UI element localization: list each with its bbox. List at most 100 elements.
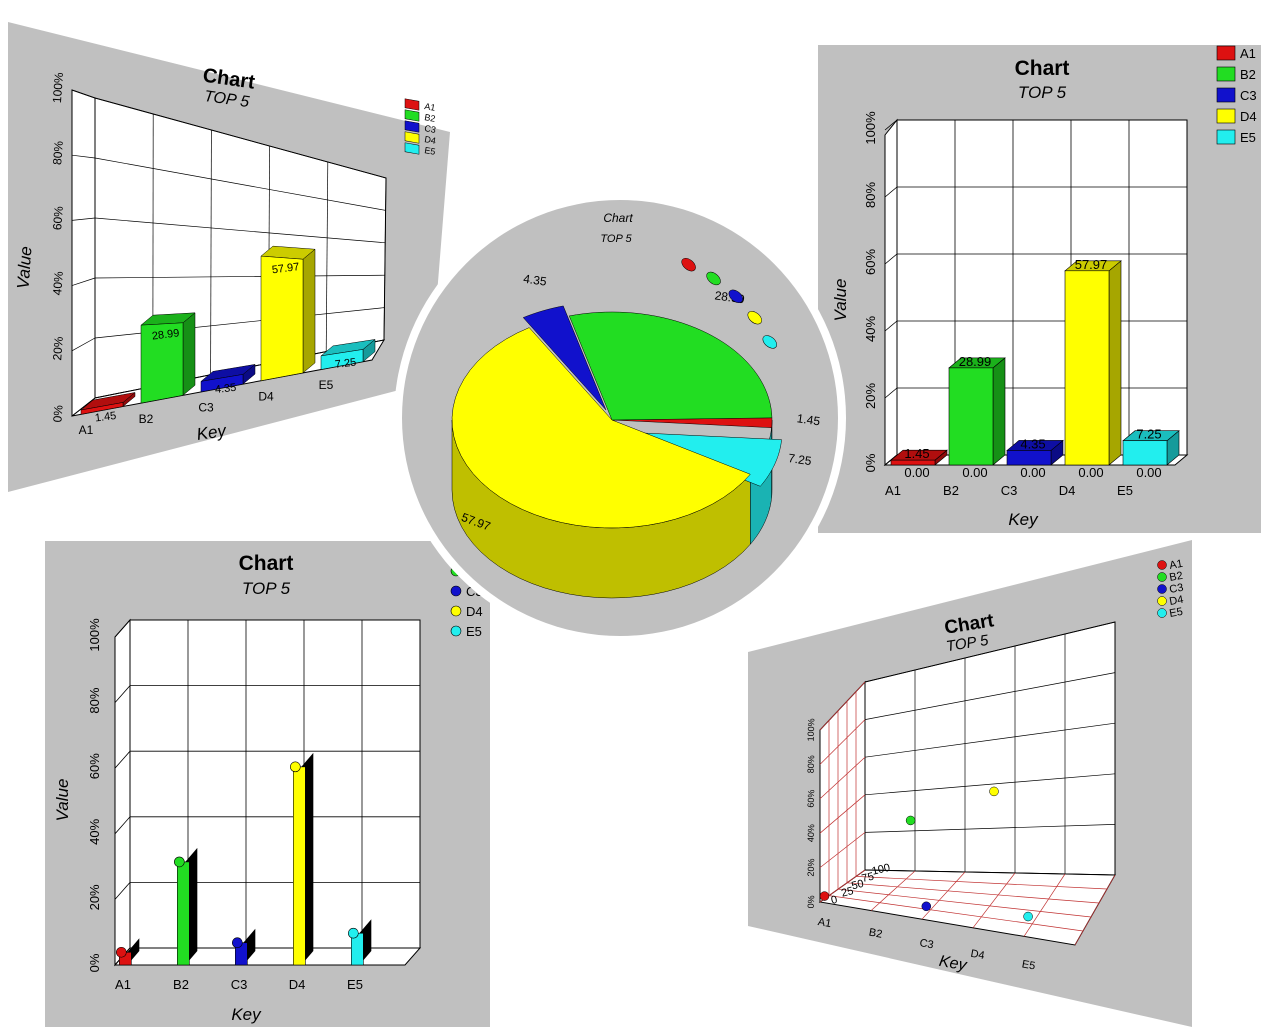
gridline-floor [837,888,1092,918]
data-label: 4.35 [1020,436,1045,451]
data-label: 4.35 [522,272,547,289]
y-tick-label: 60% [806,790,817,808]
legend-marker-D4 [747,311,762,325]
bar-B2 [948,367,994,466]
gridline-side [819,832,866,868]
y-tick-label: 0% [806,895,816,908]
gridline-floor [828,895,1084,932]
y-tick-label: 40% [87,818,102,844]
x-tick-label: C3 [1001,483,1018,498]
legend-swatch-B2 [404,109,420,122]
x-tick-label: B2 [868,927,883,941]
gridline-y [864,722,1116,758]
chart-title: Chart [1015,57,1070,80]
legend-marker-C3 [1157,584,1167,594]
x-tick-label: B2 [173,977,189,992]
legend-swatch-A1 [404,98,420,111]
point-D4 [989,786,999,797]
bar-C3 [200,374,244,393]
y-tick-label: 40% [50,271,66,296]
legend-label: B2 [1168,570,1183,584]
chart-title: Chart [603,211,633,225]
data-label: 1.45 [904,446,929,461]
gridline-floor [855,876,1108,890]
gridline-y [94,97,387,179]
x-axis-label: Key [231,1005,262,1024]
chart-subtitle: TOP 5 [600,233,632,245]
bar-chart-top-right: Chart TOP 5 0% 20% 40% 60% 80% 100% Value 1.45 0.0… [818,45,1261,533]
legend-marker-E5 [450,625,462,637]
legend-label: A1 [424,101,437,113]
gridline-side [819,794,866,834]
y-tick-label: 0% [863,453,878,472]
plot-back-wall [896,119,1188,456]
legend-label: A1 [1240,46,1256,61]
gridline-x [383,177,387,341]
bar-side-D4 [302,248,316,374]
legend-label: D4 [466,604,483,619]
y-tick-label: 80% [863,182,878,208]
bar-B2 [140,322,184,404]
gridline-y [864,824,1116,833]
x-axis-label: Key [938,953,969,975]
x-tick-label: E5 [1021,958,1036,972]
gridline-y [94,217,386,244]
legend-marker-A1 [681,257,696,272]
gridline-side [114,619,131,638]
legend-marker-E5 [762,335,777,349]
bar-A1 [890,459,936,466]
gridline-depth [972,872,1016,929]
chart-subtitle: TOP 5 [242,579,291,598]
gridline-side [71,397,96,417]
chart-subtitle: TOP 5 [1018,83,1067,102]
gridline-side [71,217,96,221]
gridline-y [94,274,385,279]
x-tick-label: E5 [1117,483,1133,498]
plot-side-wall [884,118,898,467]
legend-label: C3 [424,123,437,135]
base-label: 0.00 [904,465,929,480]
point-B2 [905,815,916,826]
legend-label: E5 [1168,606,1183,620]
gridline-side [71,89,96,99]
data-label: 1.45 [94,410,117,425]
gridline-side [884,320,898,332]
bar-D4 [1064,270,1110,466]
gridline-x [325,161,329,352]
legend-marker-B2 [706,271,721,286]
y-tick-label: 100% [50,72,66,104]
legend-label: E5 [466,624,482,639]
gridline-side [114,750,131,769]
legend-swatch-E5 [404,142,420,155]
legend-marker-A1 [1157,560,1167,570]
gridline-side [71,337,96,352]
x-tick-label: C3 [231,977,248,992]
y-tick-label: 20% [863,383,878,409]
gridline-side [114,685,131,703]
bar-side-B2 [992,357,1006,466]
legend-swatch-D4 [404,131,420,144]
legend-label: C3 [1240,88,1257,103]
y-tick-label: 80% [50,140,66,165]
gridline-depth [921,871,966,920]
plot-back-wall [129,619,421,949]
x-tick-label: A1 [885,483,901,498]
x-axis-label: Key [1008,510,1039,529]
legend-marker-D4 [450,605,462,617]
z-tick-label: 75 [861,870,876,885]
gridline-y [864,773,1116,796]
gridline-side [114,816,131,835]
legend-swatch-C3 [1216,87,1236,103]
gridline-side [819,681,866,731]
y-tick-label: 60% [863,249,878,275]
legend-label: B2 [424,112,437,124]
stick-chart-bottom-left: Chart TOP 5 0% 20% 40% 60% 80% 100% Value A1 B2 C3 D… [45,541,490,1027]
marker-D4 [290,761,301,773]
y-tick-label: 100% [87,618,102,652]
x-axis-label: Key [195,421,228,444]
base-label: 0.00 [1020,465,1045,480]
point-C3 [921,901,932,912]
slice-C3 [522,305,607,411]
gridline-floor [846,882,1100,904]
